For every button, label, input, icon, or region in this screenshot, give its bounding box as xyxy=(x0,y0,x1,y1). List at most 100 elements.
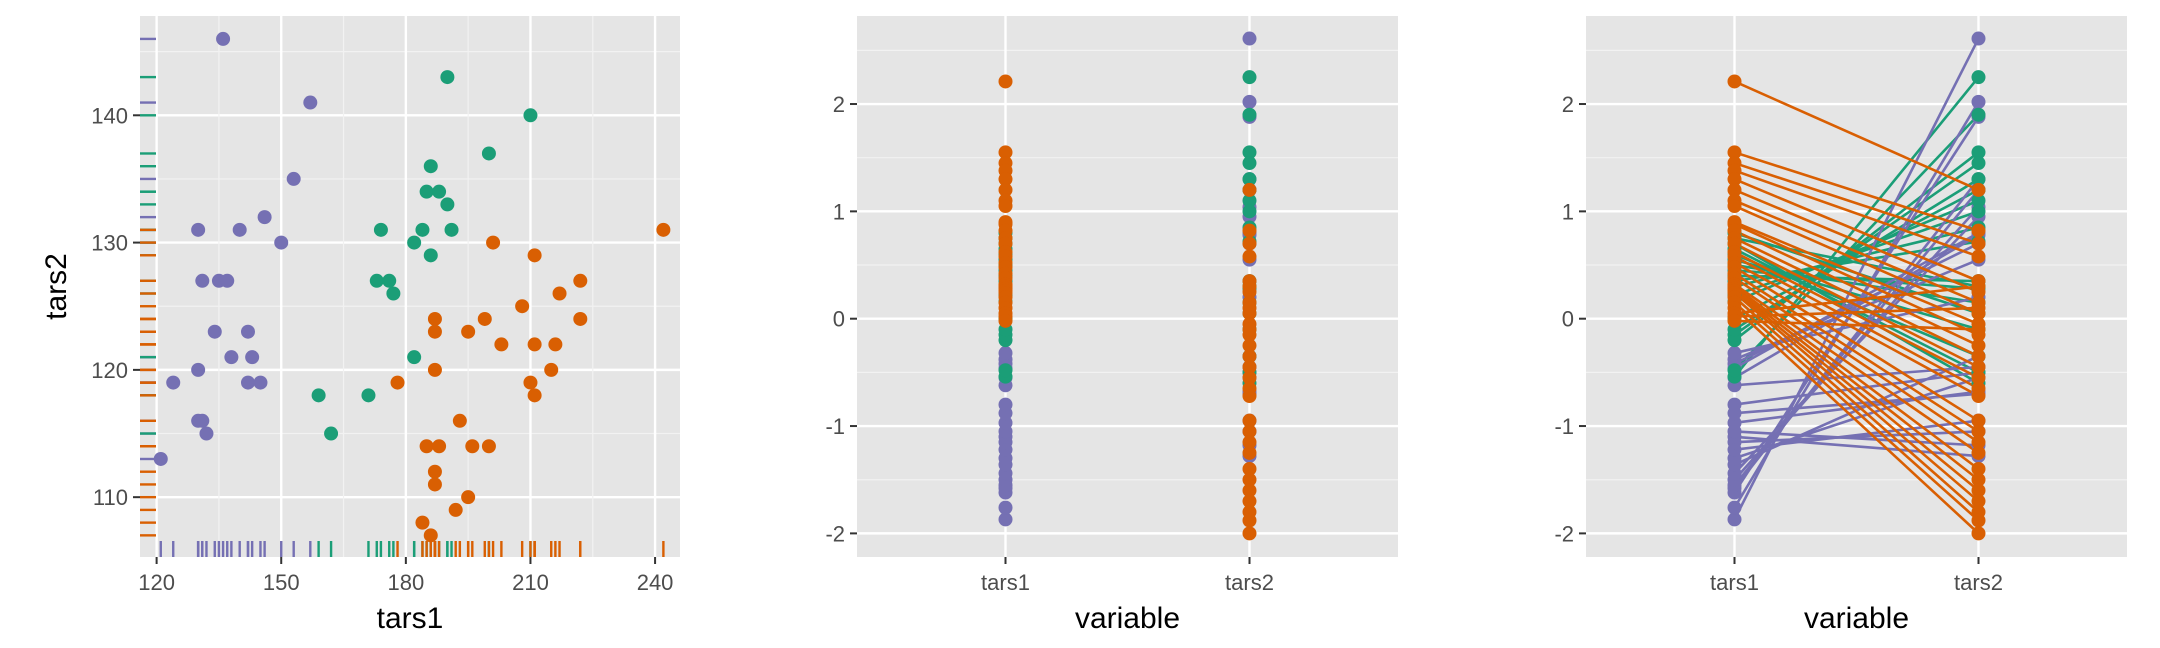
scatter-point xyxy=(427,324,442,339)
strip-point xyxy=(1971,182,1986,197)
strip-point xyxy=(1242,424,1257,439)
strip-point xyxy=(1971,388,1986,403)
connector-line xyxy=(1734,319,1979,331)
strip-point xyxy=(1971,107,1986,122)
scatter-point xyxy=(452,413,467,428)
strip-point xyxy=(1971,300,1986,315)
scatter-point xyxy=(440,70,455,85)
strip-point xyxy=(998,198,1013,213)
scatter-point xyxy=(311,388,326,403)
strip-point xyxy=(1971,435,1986,450)
strip-point xyxy=(1971,70,1986,85)
scatter-point xyxy=(656,222,671,237)
strip-point xyxy=(1242,70,1257,85)
strip-point xyxy=(1242,445,1257,460)
connector-line xyxy=(1734,188,1979,294)
panel-background xyxy=(857,16,1398,557)
x-tick-label: 180 xyxy=(387,570,424,595)
strip-point xyxy=(1971,322,1986,337)
strip-point xyxy=(1971,172,1986,187)
strip-point xyxy=(1242,156,1257,171)
connector-line xyxy=(1734,177,1979,283)
y-tick-label: 140 xyxy=(91,103,128,128)
scatter-point xyxy=(382,273,397,288)
strip-point xyxy=(1242,94,1257,109)
strip-point xyxy=(1727,74,1742,89)
strip-point xyxy=(1727,346,1742,361)
strip-point xyxy=(998,172,1013,187)
connector-line xyxy=(1734,285,1979,315)
strip-point xyxy=(998,512,1013,527)
scatter-point xyxy=(481,146,496,161)
connector-line xyxy=(1733,287,1980,481)
strip-point xyxy=(1242,513,1257,528)
x-tick-label: 120 xyxy=(138,570,175,595)
y-tick-label: -1 xyxy=(825,414,845,439)
strip-point xyxy=(998,313,1013,328)
strip-point xyxy=(1727,363,1742,378)
y-tick-label: 2 xyxy=(833,92,845,117)
strip-point xyxy=(1242,413,1257,428)
strip-point xyxy=(1242,193,1257,208)
scatter-point xyxy=(494,337,509,352)
scatter-point xyxy=(191,362,206,377)
strip-point xyxy=(1971,494,1986,509)
x-tick-label: 240 xyxy=(637,570,674,595)
strip-point xyxy=(1242,236,1257,251)
connector-line xyxy=(1733,276,1980,444)
strip-point xyxy=(1971,513,1986,528)
scatter-point xyxy=(465,439,480,454)
scatter-point xyxy=(427,362,442,377)
strip-point xyxy=(1971,31,1986,46)
scatter-point xyxy=(257,210,272,225)
connector-line xyxy=(1734,151,1979,232)
y-axis-title: tars2 xyxy=(40,253,73,320)
scatter-point xyxy=(166,375,181,390)
strip-point xyxy=(1242,223,1257,238)
scatter-point xyxy=(423,159,438,174)
scatter-point xyxy=(419,439,434,454)
scatter-point xyxy=(427,477,442,492)
scatter-point xyxy=(527,248,542,263)
scatter-point xyxy=(415,515,430,530)
strip-point xyxy=(1971,526,1986,541)
scatter-point xyxy=(195,413,210,428)
strip-point xyxy=(1727,182,1742,197)
strip-point xyxy=(1242,172,1257,187)
scatter-point xyxy=(523,108,538,123)
strip-point xyxy=(1242,435,1257,450)
strip-point xyxy=(1971,360,1986,375)
strip-point xyxy=(1242,107,1257,122)
strip-point xyxy=(1971,223,1986,238)
y-tick-label: 1 xyxy=(833,199,845,224)
y-tick-label: 120 xyxy=(91,358,128,383)
connector-line xyxy=(1733,285,1980,471)
connector-line xyxy=(1733,204,1980,315)
strip-point xyxy=(1242,370,1257,385)
scatter-point xyxy=(544,362,559,377)
y-tick-label: 0 xyxy=(833,307,845,332)
scatter-point xyxy=(427,311,442,326)
strip-point xyxy=(998,346,1013,361)
strip-point xyxy=(1727,145,1742,160)
scatter-point xyxy=(224,350,239,365)
connector-line xyxy=(1734,210,1979,297)
strip-point xyxy=(1242,526,1257,541)
scatter-point xyxy=(486,235,501,250)
scatter-point xyxy=(303,95,318,110)
scatter-point xyxy=(527,337,542,352)
y-tick-label: 130 xyxy=(91,231,128,256)
strip-point xyxy=(1242,204,1257,219)
strip-point xyxy=(1971,156,1986,171)
strip-point xyxy=(998,415,1013,430)
y-tick-label: 110 xyxy=(93,485,128,510)
connector-line xyxy=(1733,301,1980,522)
connector-line xyxy=(1733,229,1980,347)
scatter-point xyxy=(461,490,476,505)
strip-point xyxy=(998,500,1013,515)
connector-line xyxy=(1733,283,1980,454)
strip-point xyxy=(998,397,1013,412)
strip-point xyxy=(1242,338,1257,353)
strip-point xyxy=(1727,415,1742,430)
strip-point xyxy=(1242,279,1257,294)
